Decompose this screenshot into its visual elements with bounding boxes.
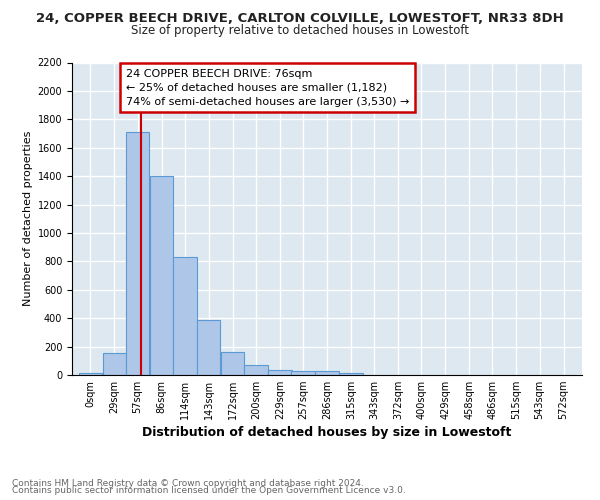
Bar: [79, 373, 102, 375]
Bar: [103, 353, 126, 375]
X-axis label: Distribution of detached houses by size in Lowestoft: Distribution of detached houses by size …: [142, 426, 512, 440]
Bar: [291, 370, 315, 375]
Text: 24, COPPER BEECH DRIVE, CARLTON COLVILLE, LOWESTOFT, NR33 8DH: 24, COPPER BEECH DRIVE, CARLTON COLVILLE…: [36, 12, 564, 26]
Bar: [126, 132, 149, 375]
Bar: [173, 257, 197, 375]
Text: 24 COPPER BEECH DRIVE: 76sqm
← 25% of detached houses are smaller (1,182)
74% of: 24 COPPER BEECH DRIVE: 76sqm ← 25% of de…: [126, 69, 409, 107]
Text: Size of property relative to detached houses in Lowestoft: Size of property relative to detached ho…: [131, 24, 469, 37]
Text: Contains public sector information licensed under the Open Government Licence v3: Contains public sector information licen…: [12, 486, 406, 495]
Bar: [244, 365, 268, 375]
Bar: [221, 352, 244, 375]
Text: Contains HM Land Registry data © Crown copyright and database right 2024.: Contains HM Land Registry data © Crown c…: [12, 478, 364, 488]
Bar: [150, 176, 173, 375]
Y-axis label: Number of detached properties: Number of detached properties: [23, 131, 34, 306]
Bar: [268, 370, 292, 375]
Bar: [197, 320, 220, 375]
Bar: [315, 370, 339, 375]
Bar: [339, 373, 363, 375]
